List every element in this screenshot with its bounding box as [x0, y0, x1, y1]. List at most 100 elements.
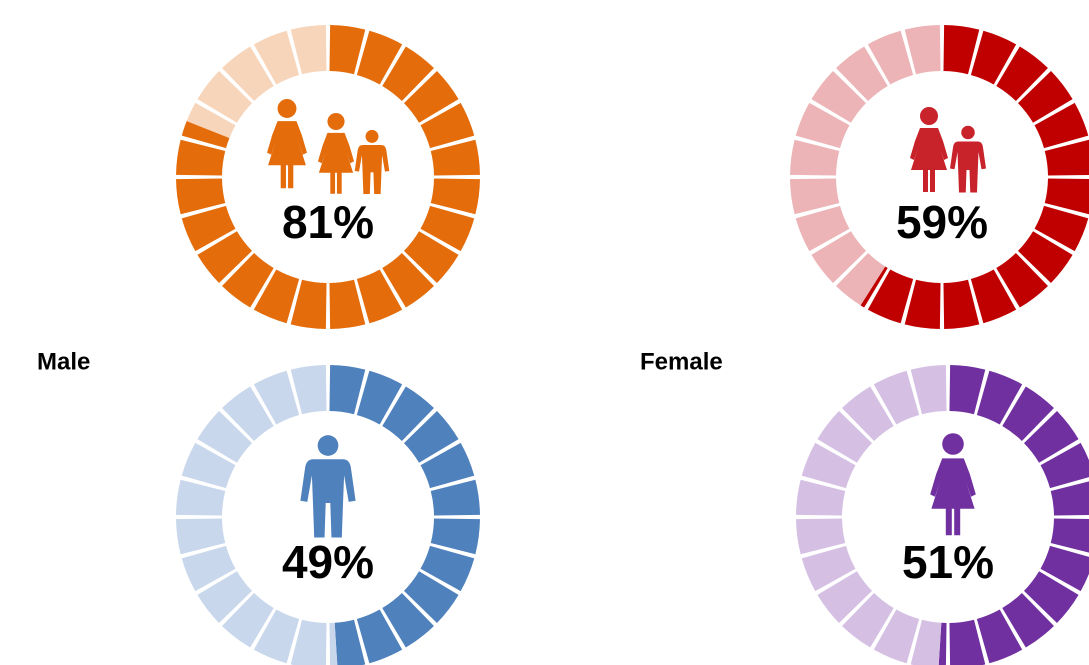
track-segment	[836, 252, 886, 306]
track-segment	[801, 545, 856, 592]
icon-children	[910, 107, 986, 193]
filled-segment	[334, 619, 366, 665]
track-segment	[176, 479, 226, 516]
filled-segment	[1040, 442, 1089, 489]
value-label: 51%	[902, 536, 994, 588]
track-segment	[873, 370, 920, 425]
track-segment	[842, 386, 894, 442]
filled-segment	[970, 269, 1017, 324]
chart-title: Female	[640, 348, 723, 375]
filled-segment	[1023, 571, 1079, 623]
filled-segment	[382, 386, 434, 442]
chart-title: Male	[37, 348, 90, 375]
filled-segment	[356, 609, 403, 664]
filled-segment	[197, 231, 253, 283]
filled-segment	[976, 609, 1023, 664]
filled-segment	[181, 121, 230, 149]
filled-segment	[329, 279, 366, 329]
track-segment	[197, 571, 253, 623]
track-segment	[253, 609, 300, 664]
track-segment	[222, 592, 274, 648]
filled-segment	[1017, 71, 1073, 123]
filled-segment	[1034, 102, 1089, 149]
track-segment	[222, 386, 274, 442]
filled-segment	[356, 30, 403, 85]
track-segment	[796, 518, 846, 555]
filled-segment	[430, 518, 480, 555]
track-segment	[290, 619, 327, 665]
filled-segment	[867, 269, 914, 324]
track-segment	[811, 71, 867, 123]
filled-segment	[176, 178, 226, 215]
icon-family	[267, 99, 390, 194]
value-label: 59%	[896, 196, 988, 248]
filled-segment	[329, 365, 366, 415]
filled-segment	[949, 365, 986, 415]
filled-segment	[949, 619, 986, 665]
filled-segment	[943, 279, 980, 329]
track-segment	[290, 25, 327, 75]
filled-segment	[420, 442, 475, 489]
track-segment	[790, 178, 840, 215]
track-segment	[817, 411, 873, 463]
filled-segment	[1044, 139, 1089, 176]
filled-segment	[403, 571, 459, 623]
filled-segment	[181, 205, 236, 252]
filled-segment	[253, 269, 300, 324]
track-segment	[790, 139, 840, 176]
filled-segment	[222, 252, 274, 308]
track-segment	[910, 365, 947, 415]
filled-segment	[970, 30, 1017, 85]
track-segment	[801, 442, 856, 489]
filled-segment	[1050, 481, 1089, 516]
filled-segment	[382, 252, 434, 308]
filled-segment	[382, 46, 434, 102]
filled-segment	[403, 71, 459, 123]
track-segment	[873, 609, 920, 664]
filled-segment	[904, 279, 941, 329]
value-label: 81%	[282, 196, 374, 248]
track-segment	[867, 30, 914, 85]
filled-segment	[430, 178, 480, 215]
filled-segment	[1050, 518, 1089, 553]
filled-segment	[1040, 545, 1089, 592]
track-segment	[842, 592, 894, 648]
value-label: 49%	[282, 536, 374, 588]
filled-segment	[420, 545, 475, 592]
filled-segment	[1002, 592, 1054, 648]
filled-segment	[943, 25, 980, 75]
track-segment	[836, 46, 888, 102]
track-segment	[795, 205, 850, 252]
track-segment	[811, 231, 867, 283]
filled-segment	[430, 139, 480, 176]
track-segment	[796, 479, 846, 516]
track-segment	[817, 571, 873, 623]
filled-segment	[356, 269, 403, 324]
track-segment	[795, 102, 850, 149]
filled-segment	[176, 139, 226, 176]
track-segment	[197, 71, 253, 123]
track-segment	[329, 622, 338, 665]
track-segment	[222, 46, 274, 102]
filled-segment	[1017, 231, 1073, 283]
filled-segment	[1034, 205, 1089, 252]
track-segment	[197, 411, 253, 463]
track-segment	[910, 619, 942, 665]
filled-segment	[1044, 178, 1089, 215]
filled-segment	[356, 370, 403, 425]
filled-segment	[938, 622, 947, 665]
filled-segment	[420, 102, 475, 149]
icon-woman	[930, 433, 976, 536]
track-segment	[904, 25, 941, 75]
track-segment	[253, 30, 300, 85]
filled-segment	[403, 411, 459, 463]
filled-segment	[430, 479, 480, 516]
filled-segment	[382, 592, 434, 648]
filled-segment	[996, 252, 1048, 308]
track-segment	[181, 442, 236, 489]
filled-segment	[1002, 386, 1054, 442]
filled-segment	[1023, 411, 1079, 463]
filled-segment	[290, 279, 327, 329]
track-segment	[253, 370, 300, 425]
